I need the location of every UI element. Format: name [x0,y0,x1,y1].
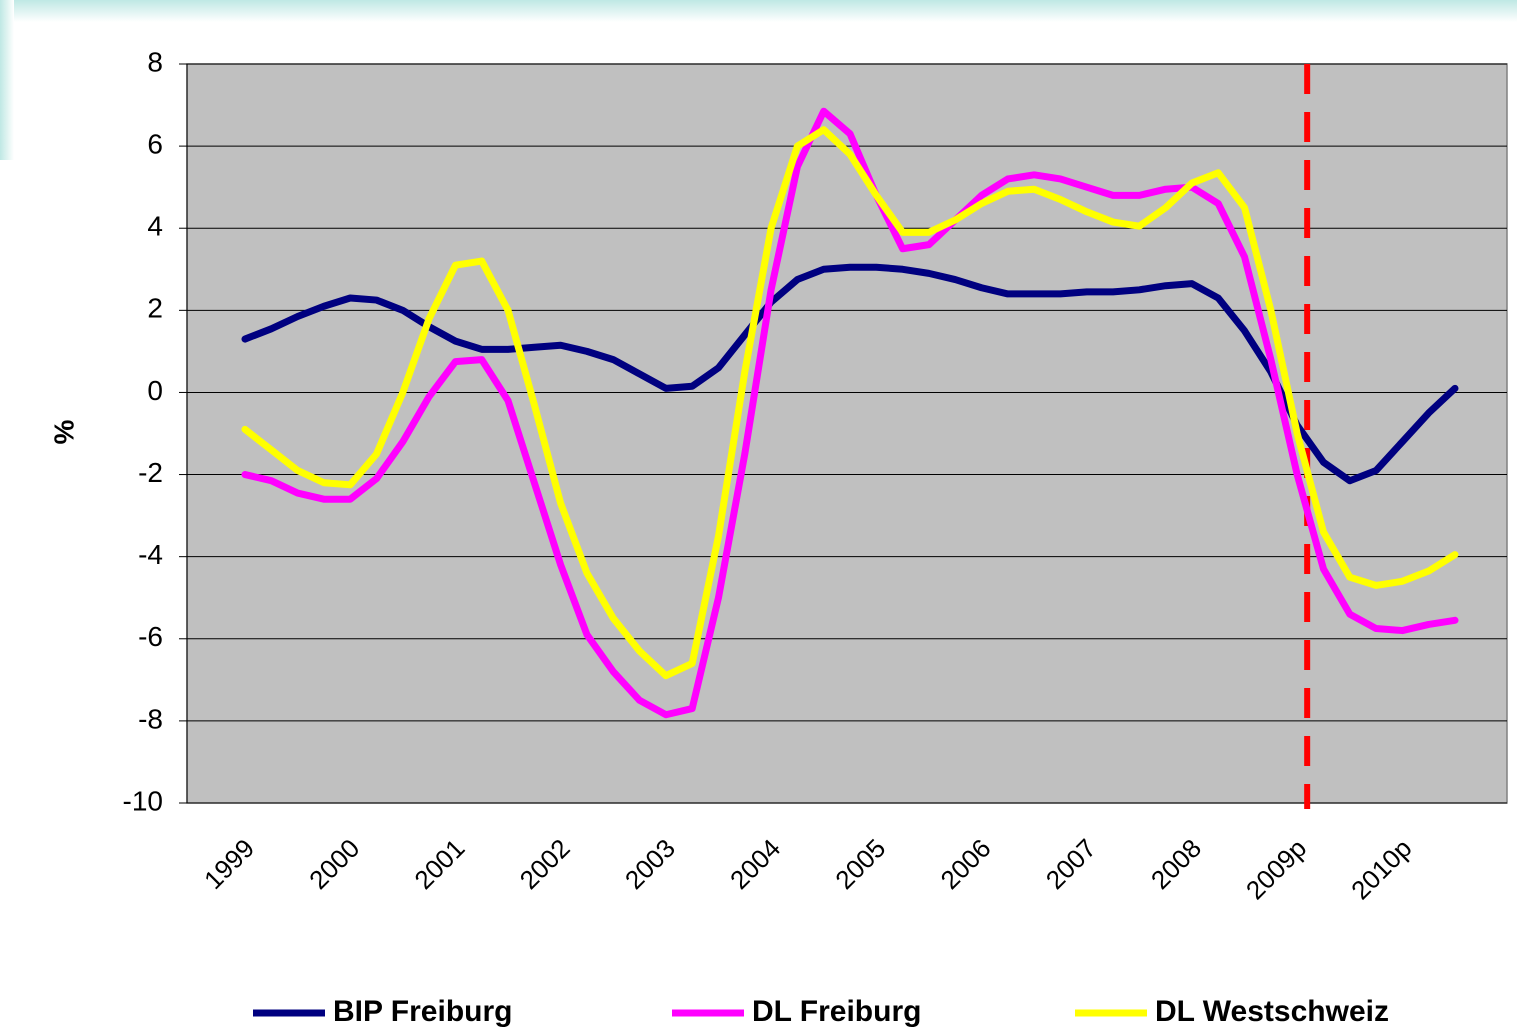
x-tick-label: 2002 [514,833,576,895]
y-tick-label: -6 [138,621,163,652]
y-tick-label: 0 [147,375,163,406]
y-tick-label: -8 [138,703,163,734]
x-tick-label: 2008 [1145,833,1207,895]
y-tick-label: 2 [147,293,163,324]
y-axis-title: % [48,419,79,444]
x-tick-label: 2010p [1345,833,1417,905]
y-tick-label: -2 [138,457,163,488]
series-line [241,107,1459,719]
top-edge [0,0,1517,22]
x-tick-label: 2007 [1040,833,1102,895]
y-tick-label: 6 [147,129,163,160]
x-tick-label: 2000 [303,833,365,895]
x-tick-label: 2006 [935,833,997,895]
x-tick-label: 2001 [408,833,470,895]
series-line [241,126,1459,680]
x-tick-label: 1999 [198,833,260,895]
series-line [241,263,1459,485]
y-tick-label: 4 [147,211,163,242]
x-tick-label: 2004 [724,833,786,895]
legend-label: BIP Freiburg [333,995,512,1028]
x-tick-label: 2005 [829,833,891,895]
y-tick-label: -4 [138,539,163,570]
y-tick-label: -10 [123,785,163,816]
y-tick-label: 8 [147,46,163,77]
x-tick-label: 2003 [619,833,681,895]
left-edge [0,0,14,160]
legend-label: DL Westschweiz [1155,995,1389,1028]
x-tick-label: 2009p [1240,833,1312,905]
legend-label: DL Freiburg [752,995,921,1028]
